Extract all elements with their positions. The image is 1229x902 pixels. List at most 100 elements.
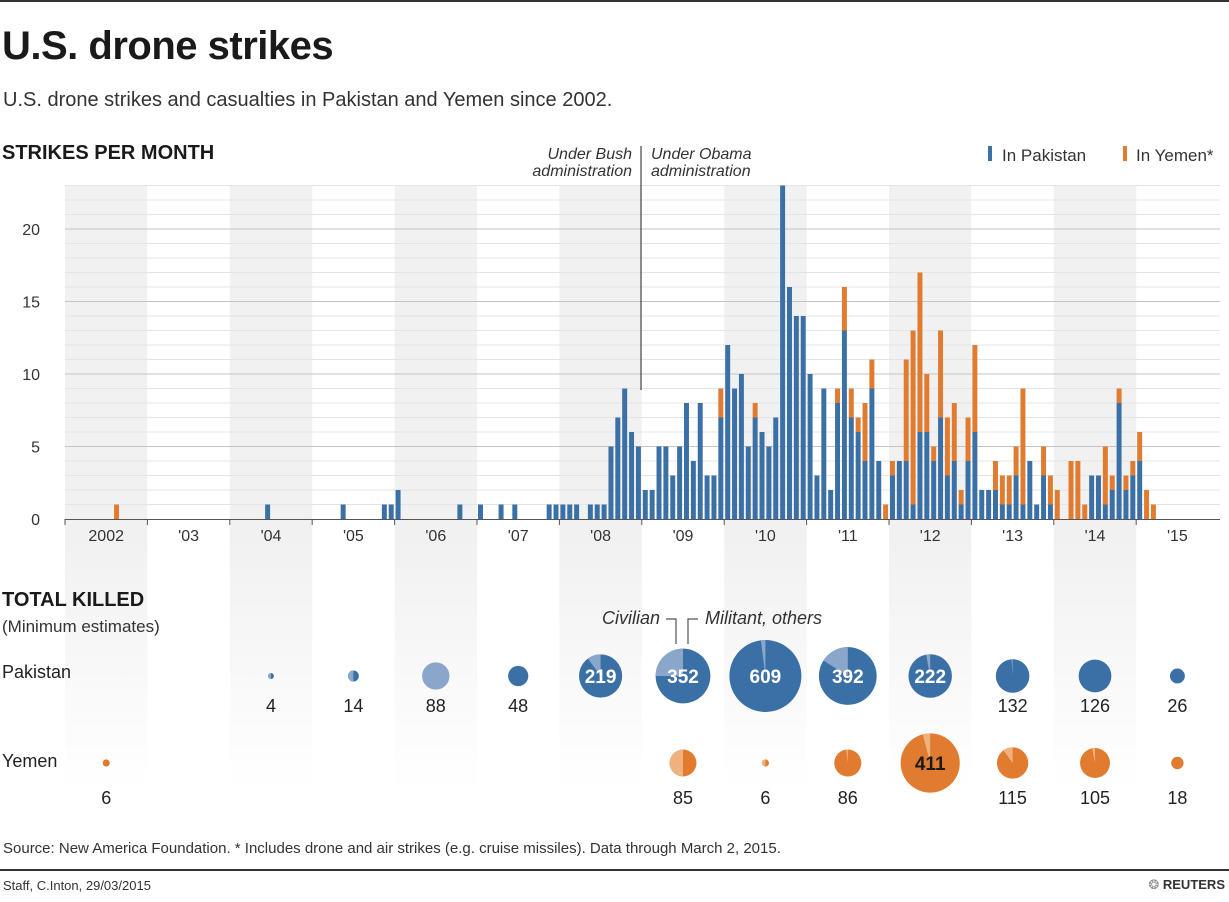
bar-pakistan — [924, 432, 930, 519]
bar-yemen — [999, 475, 1005, 505]
bubble-value-label: 411 — [915, 754, 946, 775]
bar-yemen — [1013, 446, 1019, 476]
bar-yemen — [1150, 504, 1156, 519]
bar-pakistan — [690, 461, 696, 519]
bubble-value-label: 85 — [673, 788, 693, 808]
year-band — [724, 185, 807, 540]
bubble-yemen: 85 — [669, 749, 697, 808]
bar-pakistan — [972, 432, 978, 519]
bar-pakistan — [677, 446, 683, 519]
bar-pakistan — [1102, 504, 1108, 519]
year-band — [1053, 185, 1137, 540]
bubble-militant — [422, 662, 450, 690]
x-tick-label: '07 — [508, 528, 529, 545]
bar-yemen — [1130, 461, 1136, 476]
x-tick-label: '10 — [755, 528, 776, 545]
bubble-civilian-wedge — [1092, 748, 1095, 763]
bar-pakistan — [567, 504, 573, 519]
x-tick-label: '08 — [590, 528, 611, 545]
bar-pakistan — [635, 446, 641, 519]
bar-pakistan — [951, 461, 957, 519]
bar-pakistan — [704, 475, 710, 519]
bar-pakistan — [1089, 475, 1095, 519]
year-band — [65, 185, 148, 540]
bar-pakistan — [512, 504, 518, 519]
bar-pakistan — [944, 475, 950, 519]
x-tick-label: '13 — [1002, 528, 1023, 545]
bar-pakistan — [828, 490, 834, 519]
page-subtitle: U.S. drone strikes and casualties in Pak… — [3, 89, 613, 111]
bar-pakistan — [890, 475, 895, 519]
gridlines — [65, 185, 1220, 520]
row-label-pakistan: Pakistan — [2, 662, 71, 682]
bubble-militant — [1078, 659, 1112, 693]
bubble-civilian-wedge — [347, 670, 354, 682]
bubble-civilian-wedge — [846, 749, 848, 763]
year-band — [889, 185, 972, 540]
bubble-pakistan: 352 — [655, 648, 711, 704]
bar-yemen — [958, 490, 964, 505]
bubble-militant — [508, 665, 529, 687]
year-bands — [65, 185, 1137, 790]
bar-pakistan — [656, 446, 662, 519]
bubble-militant — [102, 759, 110, 767]
bubble-value-label: 115 — [998, 788, 1027, 808]
bar-pakistan — [738, 374, 744, 519]
bar-pakistan — [629, 432, 635, 519]
bubble-yemen: 105 — [1080, 748, 1110, 808]
bar-yemen — [931, 446, 937, 461]
bubble-value-label: 392 — [832, 667, 864, 688]
killed-section-subtitle: (Minimum estimates) — [2, 617, 160, 636]
bar-pakistan — [1123, 490, 1129, 519]
bar-yemen — [1020, 388, 1026, 505]
bar-pakistan — [835, 403, 841, 519]
bubble-value-label: 222 — [914, 667, 946, 688]
bubble-yemen: 18 — [1167, 756, 1187, 808]
bar-yemen — [890, 461, 895, 476]
bubble-value-label: 18 — [1167, 788, 1187, 808]
bar-pakistan — [388, 504, 394, 519]
x-tick-label: '15 — [1167, 528, 1188, 545]
bubble-pakistan: 126 — [1078, 659, 1112, 716]
bubble-civilian-wedge — [926, 654, 931, 676]
bar-yemen — [841, 287, 847, 331]
bar-pakistan — [1027, 461, 1033, 519]
reuters-logo: ❂ REUTERS — [1148, 877, 1225, 893]
bubble-civilian-wedge — [761, 759, 766, 767]
bar-pakistan — [546, 504, 552, 519]
bar-pakistan — [1034, 504, 1040, 519]
bar-pakistan — [553, 504, 559, 519]
bar-pakistan — [773, 417, 779, 519]
bar-yemen — [855, 417, 861, 432]
bubble-civilian-wedge — [1011, 659, 1013, 676]
bar-yemen — [944, 417, 950, 476]
bubble-value-label: 4 — [266, 696, 276, 716]
bar-yemen — [965, 417, 971, 461]
x-tick-label: '11 — [838, 528, 858, 545]
bar-pakistan — [732, 388, 738, 519]
bubble-civilian-wedge — [760, 640, 766, 676]
bar-pakistan — [876, 461, 882, 519]
bar-yemen — [883, 504, 889, 519]
bubble-militant — [900, 733, 960, 793]
bubble-civilian-wedge — [669, 749, 683, 777]
x-tick-label: '14 — [1085, 528, 1106, 545]
bar-yemen — [1075, 461, 1081, 519]
bar-yemen — [951, 403, 957, 461]
bubble-value-label: 132 — [998, 696, 1028, 716]
credit-line: Staff, C.Inton, 29/03/2015 — [3, 878, 151, 893]
bar-pakistan — [1116, 403, 1122, 519]
militant-bracket — [687, 618, 698, 644]
bar-pakistan — [560, 504, 566, 519]
bubble-pakistan: 219 — [579, 654, 623, 698]
bubble-value-label: 6 — [101, 788, 111, 808]
bar-yemen — [752, 403, 758, 418]
row-label-yemen: Yemen — [2, 751, 57, 771]
bar-yemen — [972, 345, 978, 432]
bush-label-line1: Under Bush — [548, 146, 633, 163]
bubble-value-label: 6 — [760, 788, 770, 808]
x-tick-label: '04 — [261, 528, 282, 545]
bar-pakistan — [938, 417, 944, 519]
bar-yemen — [1054, 490, 1060, 519]
bar-pakistan — [574, 504, 580, 519]
